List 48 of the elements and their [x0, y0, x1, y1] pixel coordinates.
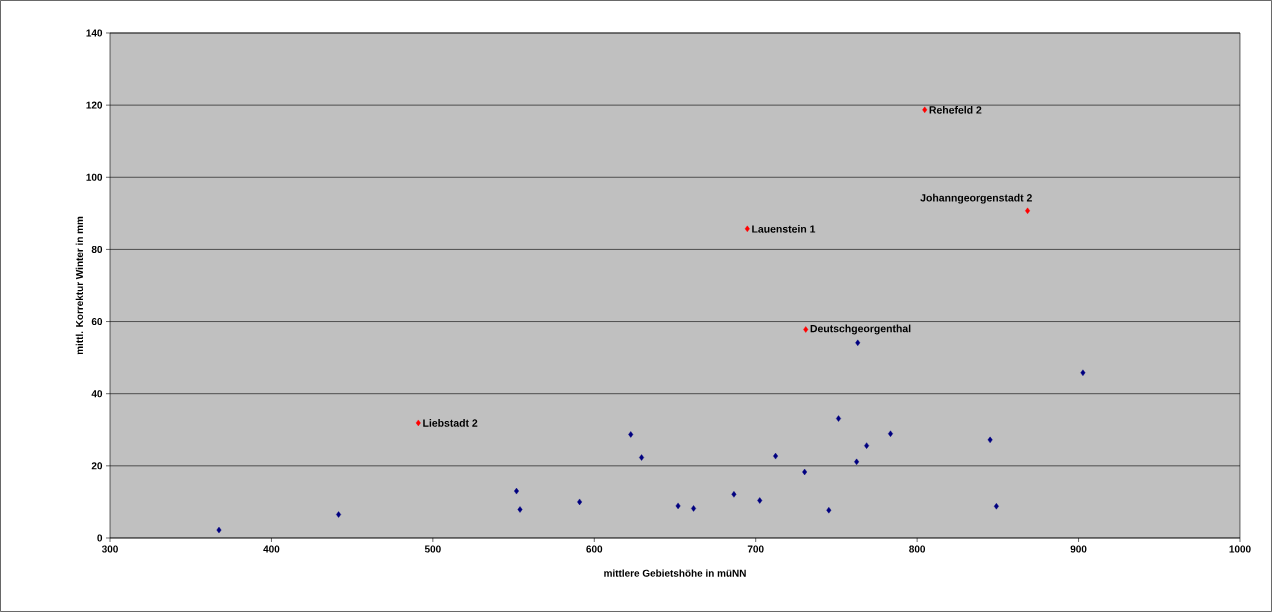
x-tick-label: 800: [909, 545, 926, 553]
x-tick-label: 1000: [1229, 545, 1251, 553]
point: [993, 503, 999, 510]
point: [987, 436, 993, 444]
x-tick-label: 300: [101, 545, 118, 553]
point: [628, 431, 634, 438]
point: [731, 491, 737, 498]
point: [744, 225, 750, 233]
y-tick-label: 0: [97, 534, 103, 542]
x-tick-label: 900: [1070, 545, 1087, 553]
point: [1080, 369, 1086, 376]
point: [864, 442, 870, 449]
y-tick-label: 20: [91, 462, 103, 470]
point: [826, 507, 832, 514]
x-tick-label: 600: [586, 545, 603, 553]
x-tick-label: 700: [747, 545, 764, 553]
x-tick-label: 400: [263, 545, 280, 553]
point: [216, 526, 222, 534]
y-axis-title: mittl. Korrektur Winter in mm: [75, 216, 84, 355]
x-axis-title: mittlere Gebietshöhe in müNN: [604, 569, 746, 577]
y-tick-label: 60: [91, 318, 103, 326]
point: [577, 498, 583, 506]
annotation: Rehefeld 2: [929, 105, 982, 114]
point: [854, 458, 860, 466]
point: [803, 326, 809, 333]
annotation: Johanngeorgenstadt 2: [920, 193, 1032, 204]
point: [757, 497, 763, 504]
point: [415, 419, 421, 427]
point: [336, 511, 342, 518]
y-tick-label: 140: [86, 29, 103, 37]
annotation: Liebstadt 2: [423, 419, 478, 427]
annotation: Deutschgeorgenthal: [810, 324, 911, 335]
y-tick-label: 40: [91, 390, 103, 398]
annotation: Lauenstein 1: [752, 225, 816, 233]
point: [836, 415, 841, 422]
x-tick-label: 500: [424, 545, 441, 553]
point: [639, 454, 645, 461]
point: [802, 468, 808, 476]
point: [922, 106, 928, 114]
y-tick-label: 80: [91, 245, 103, 253]
y-tick-label: 100: [86, 173, 103, 181]
point: [773, 452, 779, 460]
point: [517, 506, 523, 513]
point: [691, 505, 697, 512]
point: [888, 430, 893, 437]
y-tick-label: 120: [86, 101, 103, 109]
point: [855, 339, 861, 347]
point: [675, 502, 681, 510]
